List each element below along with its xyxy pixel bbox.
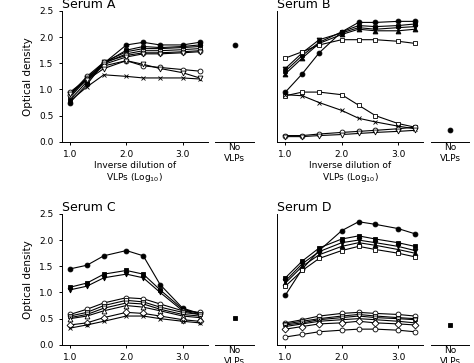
Text: Serum A: Serum A: [62, 0, 115, 11]
X-axis label: No
VLPs: No VLPs: [224, 346, 245, 363]
X-axis label: No
VLPs: No VLPs: [224, 143, 245, 163]
X-axis label: Inverse dilution of
VLPs (Log$_{10}$): Inverse dilution of VLPs (Log$_{10}$): [309, 160, 391, 184]
X-axis label: No
VLPs: No VLPs: [439, 346, 461, 363]
Y-axis label: Optical density: Optical density: [23, 240, 33, 319]
X-axis label: Inverse dilution of
VLPs (Log$_{10}$): Inverse dilution of VLPs (Log$_{10}$): [94, 160, 176, 184]
Text: Serum B: Serum B: [277, 0, 330, 11]
Text: Serum D: Serum D: [277, 201, 331, 214]
Text: Serum C: Serum C: [62, 201, 115, 214]
X-axis label: No
VLPs: No VLPs: [439, 143, 461, 163]
Y-axis label: Optical density: Optical density: [23, 37, 33, 116]
